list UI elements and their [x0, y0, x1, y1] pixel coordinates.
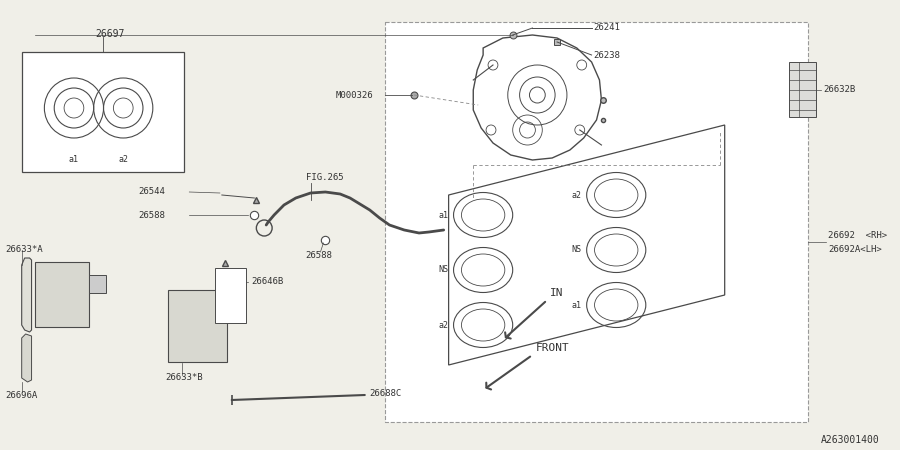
- Text: 26588: 26588: [306, 251, 332, 260]
- Polygon shape: [22, 334, 32, 382]
- Text: FRONT: FRONT: [536, 343, 569, 353]
- Text: a1: a1: [438, 211, 448, 220]
- Bar: [215, 268, 247, 323]
- Bar: [22, 52, 184, 172]
- Text: 26633*B: 26633*B: [166, 374, 203, 382]
- Text: 26688C: 26688C: [370, 388, 402, 397]
- Text: 26692A<LH>: 26692A<LH>: [828, 246, 882, 255]
- Text: NS: NS: [572, 246, 581, 255]
- Text: A263001400: A263001400: [821, 435, 879, 445]
- Text: 26633*A: 26633*A: [4, 246, 42, 255]
- Bar: [34, 262, 89, 327]
- Text: a2: a2: [118, 156, 128, 165]
- Text: a2: a2: [438, 320, 448, 329]
- Text: 26588: 26588: [138, 211, 165, 220]
- Bar: [89, 275, 106, 293]
- Text: 26544: 26544: [138, 188, 165, 197]
- Text: a1: a1: [572, 301, 581, 310]
- Text: 26238: 26238: [594, 50, 620, 59]
- Polygon shape: [22, 258, 32, 332]
- Text: IN: IN: [550, 288, 563, 298]
- Text: NS: NS: [438, 266, 448, 274]
- Bar: [788, 62, 816, 117]
- Text: a1: a1: [69, 156, 79, 165]
- Text: M000326: M000326: [335, 90, 373, 99]
- Bar: [384, 22, 808, 422]
- Text: 26646B: 26646B: [251, 278, 284, 287]
- Text: a2: a2: [572, 190, 581, 199]
- Text: FIG.265: FIG.265: [306, 174, 343, 183]
- Text: 26692  <RH>: 26692 <RH>: [828, 230, 887, 239]
- Text: 26632B: 26632B: [824, 86, 856, 94]
- Bar: [167, 290, 227, 362]
- Text: 26697: 26697: [95, 29, 124, 39]
- Text: 26241: 26241: [594, 23, 620, 32]
- Text: 26696A: 26696A: [4, 391, 37, 400]
